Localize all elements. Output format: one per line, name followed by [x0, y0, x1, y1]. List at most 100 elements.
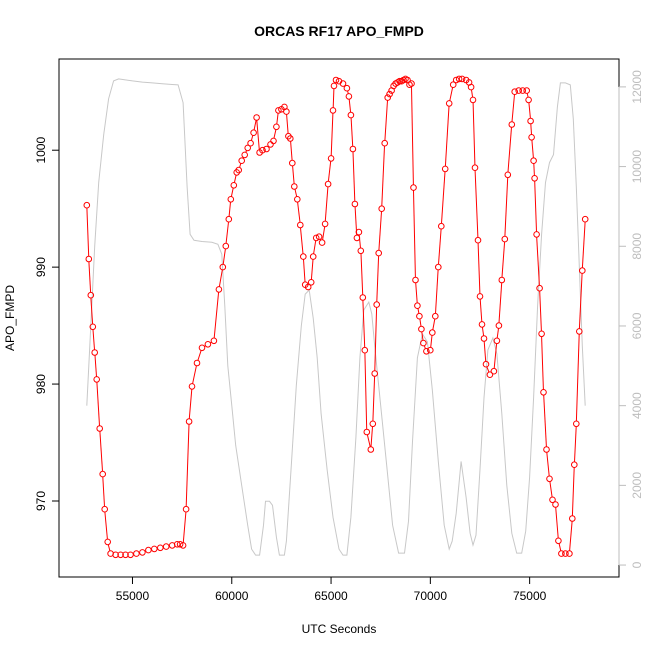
apo-point: [133, 550, 140, 557]
apo-segment: [438, 228, 442, 265]
apo-segment: [294, 189, 298, 197]
apo-point: [289, 159, 296, 167]
apo-point: [408, 80, 415, 87]
apo-point: [579, 267, 586, 274]
apo-segment: [528, 102, 531, 119]
apo-point: [384, 94, 392, 101]
apo-segment: [536, 237, 540, 286]
apo-point: [420, 339, 427, 347]
y2-tick-label: 10000: [630, 150, 644, 184]
x-tick-label: 55000: [116, 589, 150, 603]
apo-segment: [218, 269, 223, 287]
apo-segment: [417, 308, 420, 314]
apo-point: [435, 263, 442, 271]
apo-segment: [384, 100, 388, 141]
apo-point: [552, 501, 559, 508]
apo-point: [367, 446, 375, 453]
apo-point: [482, 360, 490, 368]
apo-point: [241, 151, 248, 159]
apo-point: [438, 222, 445, 230]
apo-point: [361, 346, 369, 354]
apo-point: [501, 235, 509, 243]
apo-segment: [185, 424, 190, 507]
apo-point: [569, 515, 576, 522]
apo-point: [275, 107, 282, 114]
apo-point: [99, 470, 106, 478]
apo-segment: [444, 106, 450, 167]
apo-point: [145, 546, 152, 554]
apo-segment: [374, 307, 378, 371]
apo-segment: [479, 299, 483, 322]
apo-point: [315, 233, 323, 240]
apo-point: [476, 293, 484, 300]
y2-tick-label: 4000: [630, 392, 644, 419]
apo-point: [151, 545, 158, 553]
y-tick-label: 1000: [34, 137, 48, 164]
apo-point: [117, 551, 124, 559]
apo-segment: [471, 89, 474, 98]
apo-point: [357, 247, 365, 255]
apo-point: [162, 543, 170, 550]
apo-segment: [486, 366, 490, 373]
apo-segment: [558, 543, 562, 552]
x-tick-label: 70000: [414, 589, 448, 603]
apo-point: [427, 346, 434, 354]
apo-point: [571, 461, 578, 469]
apo-segment: [239, 163, 242, 168]
apo-point: [182, 505, 190, 513]
apo-segment: [534, 181, 537, 232]
apo-segment: [496, 328, 499, 339]
apo-point: [185, 418, 193, 425]
apo-segment: [330, 113, 334, 156]
apo-point: [373, 301, 381, 308]
apo-point: [215, 286, 223, 293]
apo-segment: [362, 300, 366, 348]
apo-segment: [555, 507, 559, 539]
apo-point: [321, 220, 329, 228]
apo-point: [204, 341, 212, 348]
apo-segment: [432, 318, 436, 330]
apo-segment: [498, 282, 503, 323]
apo-point: [176, 541, 184, 548]
apo-point: [247, 139, 254, 147]
apo-point: [222, 242, 230, 250]
apo-point: [410, 184, 417, 191]
apo-point: [549, 496, 556, 504]
apo-point: [412, 276, 419, 284]
apo-segment: [530, 123, 532, 135]
apo-point: [104, 538, 111, 546]
apo-point: [235, 166, 242, 174]
apo-point: [300, 253, 307, 260]
apo-segment: [511, 94, 515, 122]
apo-segment: [324, 186, 329, 222]
apo-segment: [86, 207, 90, 257]
apo-point: [83, 201, 91, 209]
apo-segment: [197, 350, 202, 361]
apo-point: [369, 420, 377, 428]
apo-point: [480, 335, 488, 342]
x-tick-label: 75000: [513, 589, 547, 603]
apo-point: [101, 505, 108, 513]
apo-segment: [273, 129, 277, 139]
apo-segment: [483, 341, 487, 362]
apo-segment: [303, 259, 306, 282]
apo-point: [263, 145, 270, 153]
x-axis: 55000 60000 65000 70000 75000: [116, 576, 547, 603]
apo-point: [324, 180, 332, 188]
apo-point: [441, 165, 449, 173]
apo-segment: [472, 102, 476, 165]
apo-point: [297, 221, 304, 229]
apo-point: [449, 81, 457, 88]
apo-point: [519, 87, 527, 94]
altitude-series: [86, 78, 586, 556]
apo-point: [531, 175, 538, 182]
apo-point: [396, 77, 403, 85]
apo-point: [327, 155, 335, 162]
apo-segment: [225, 221, 229, 244]
apo-segment: [421, 331, 424, 341]
y2-tick-label: 12000: [630, 70, 644, 104]
apo-point: [347, 111, 355, 119]
apo-segment: [541, 336, 544, 390]
apo-point: [93, 376, 100, 383]
apo-segment: [411, 86, 414, 185]
